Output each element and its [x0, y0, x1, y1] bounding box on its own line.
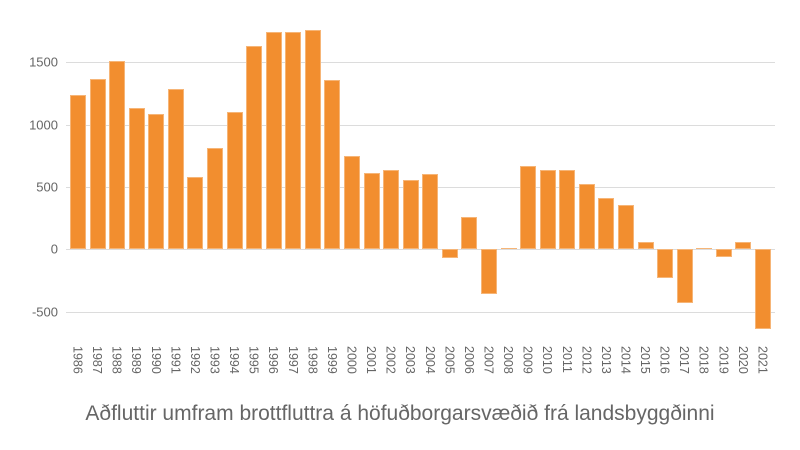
x-tick-label: 1991 — [168, 346, 183, 374]
y-tick-label: 1000 — [29, 117, 58, 133]
x-tick-label: 1993 — [207, 346, 222, 374]
bar-1986 — [70, 94, 86, 250]
gridline — [66, 187, 775, 188]
x-tick-label: 2008 — [501, 346, 516, 374]
x-tick-label: 2019 — [716, 346, 731, 374]
bar-1993 — [206, 147, 223, 250]
bar-2005 — [441, 249, 458, 259]
x-tick-label: 2013 — [598, 346, 613, 374]
bar-2013 — [598, 198, 615, 250]
bar-2006 — [461, 217, 478, 250]
bar-2014 — [617, 205, 634, 250]
x-tick-label: 2000 — [344, 346, 359, 374]
y-tick-label: -500 — [31, 304, 58, 320]
bar-2016 — [657, 249, 674, 279]
gridline — [66, 249, 775, 250]
bar-1991 — [167, 89, 184, 250]
bar-1988 — [109, 60, 126, 250]
bar-2015 — [637, 242, 654, 250]
x-tick-label: 1998 — [305, 346, 320, 374]
x-tick-label: 2014 — [618, 346, 633, 374]
bar-2020 — [735, 241, 752, 250]
bar-2000 — [343, 155, 360, 250]
x-tick-label: 1999 — [324, 346, 339, 374]
x-tick-label: 1994 — [227, 346, 242, 374]
bar-2021 — [754, 249, 771, 330]
chart-title: Aðfluttir umfram brottfluttra á höfuðbor… — [85, 402, 715, 425]
x-tick-label: 2018 — [696, 346, 711, 374]
bar-1994 — [226, 111, 243, 250]
x-tick-label: 2012 — [579, 346, 594, 374]
x-tick-label: 2016 — [657, 346, 672, 374]
x-tick-label: 1989 — [129, 346, 144, 374]
x-tick-label: 2004 — [422, 346, 437, 374]
bar-2008 — [500, 247, 517, 250]
x-tick-label: 2011 — [559, 346, 574, 373]
gridline — [66, 62, 775, 63]
bar-2019 — [715, 249, 732, 257]
bar-2018 — [696, 247, 713, 250]
bar-1997 — [285, 32, 302, 250]
x-tick-label: 1992 — [187, 346, 202, 374]
x-tick-label: 1988 — [109, 346, 124, 374]
bar-1990 — [148, 114, 165, 250]
bar-1995 — [246, 46, 263, 250]
bar-2017 — [676, 249, 693, 303]
x-tick-label: 2010 — [540, 346, 555, 374]
bar-1999 — [324, 80, 341, 250]
bar-1987 — [89, 79, 106, 250]
x-tick-label: 1995 — [246, 346, 261, 374]
bar-2002 — [383, 170, 400, 250]
x-tick-label: 1987 — [90, 346, 105, 374]
x-tick-label: 1996 — [266, 346, 281, 374]
x-tick-label: 2009 — [520, 346, 535, 374]
y-tick-label: 500 — [36, 179, 58, 195]
bar-1992 — [187, 177, 204, 250]
x-tick-label: 2006 — [461, 346, 476, 374]
x-tick-label: 2017 — [677, 346, 692, 374]
x-tick-label: 2005 — [442, 346, 457, 374]
bar-2007 — [480, 249, 497, 294]
y-tick-label: 0 — [50, 241, 58, 257]
x-tick-label: 2020 — [735, 346, 750, 374]
x-tick-label: 2003 — [403, 346, 418, 374]
gridline — [66, 125, 775, 126]
bar-2011 — [559, 169, 576, 250]
bar-2009 — [520, 166, 537, 250]
bar-1989 — [128, 108, 145, 250]
y-tick-label: 1500 — [29, 54, 58, 70]
x-tick-label: 1997 — [285, 346, 300, 374]
bar-2001 — [363, 172, 380, 250]
x-tick-label: 1990 — [148, 346, 163, 374]
x-tick-label: 2001 — [364, 346, 379, 374]
bar-1996 — [265, 31, 282, 250]
bar-2010 — [539, 169, 556, 250]
bar-2004 — [422, 173, 439, 250]
x-tick-label: 2021 — [755, 346, 770, 374]
x-tick-label: 2007 — [481, 346, 496, 374]
bar-1998 — [304, 30, 321, 250]
bar-2012 — [578, 183, 595, 250]
x-tick-label: 2002 — [383, 346, 398, 374]
bar-2003 — [402, 179, 419, 250]
x-tick-label: 2015 — [638, 346, 653, 374]
gridline — [66, 312, 775, 313]
x-tick-label: 1986 — [70, 346, 85, 374]
